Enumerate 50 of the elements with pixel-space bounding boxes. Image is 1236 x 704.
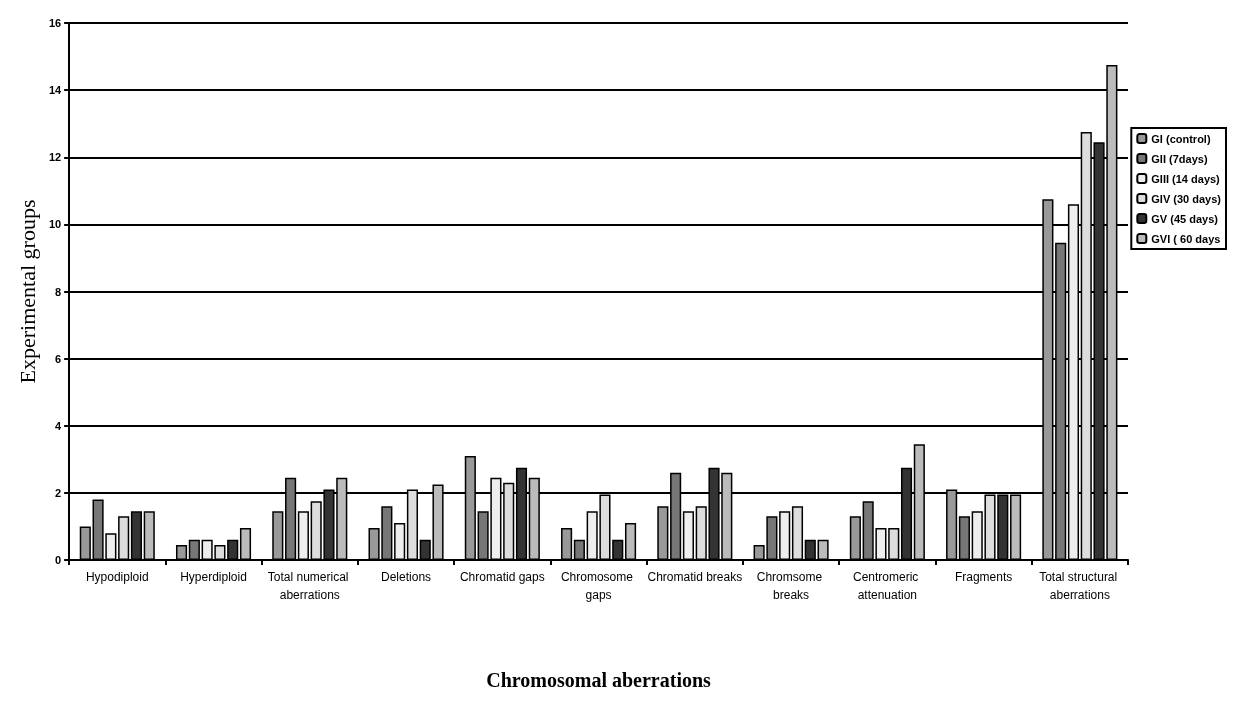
y-tick-label: 10 [48, 218, 62, 231]
bar [779, 511, 791, 560]
bar [561, 528, 573, 560]
bar [817, 539, 829, 560]
x-tick-label: Total structural aberrations [1039, 570, 1121, 602]
y-tick-label: 16 [48, 17, 62, 29]
x-axis-title: Chromosomal aberrations [486, 669, 712, 691]
x-tick-label: Chromatid gaps [459, 570, 545, 584]
legend-label: GI (control) [1151, 132, 1211, 145]
bar [573, 539, 585, 560]
y-tick-label: 4 [55, 419, 63, 432]
y-tick-label: 12 [48, 151, 62, 164]
bar [118, 516, 130, 560]
bar [130, 511, 143, 560]
bar [175, 544, 188, 560]
x-tick-label: Fragments [954, 570, 1013, 584]
bar [143, 511, 155, 560]
bar [79, 526, 91, 560]
bar [804, 539, 816, 560]
x-tick-label: Chromosome gaps [560, 570, 637, 602]
x-tick-label: Deletions [381, 570, 432, 584]
legend-label: GIII (14 days) [1151, 172, 1221, 185]
bar [239, 528, 252, 560]
legend-label: GII (7days) [1151, 152, 1208, 165]
y-tick-label: 2 [55, 486, 62, 499]
bar [849, 516, 861, 560]
legend-label: GVI ( 60 days [1151, 232, 1221, 245]
bar [791, 506, 804, 560]
bar [682, 511, 694, 560]
x-tick-label: Total numerical aberrations [267, 570, 352, 602]
bar [657, 506, 669, 560]
x-tick-label: Hyperdiploid [180, 570, 247, 584]
x-tick-label: Chromatid breaks [647, 570, 743, 584]
bar [188, 539, 200, 560]
bar [958, 516, 970, 560]
y-tick-label: 14 [48, 84, 62, 97]
x-tick-label: Hypodiploid [85, 570, 149, 584]
x-tick-label: Chromsome breaks [756, 570, 826, 602]
bar [297, 511, 309, 560]
bar [394, 523, 406, 560]
y-tick-label: 6 [55, 352, 62, 365]
legend-label: GV (45 days) [1151, 212, 1219, 225]
y-tick-label: 8 [55, 285, 62, 298]
bar [624, 523, 637, 560]
y-tick-label: 0 [55, 554, 62, 566]
x-tick-label: Centromeric attenuation [853, 570, 922, 602]
bar [272, 511, 284, 560]
y-axis-title: Experimental groups [14, 199, 40, 384]
legend-label: GIV (30 days) [1151, 192, 1222, 205]
bar [227, 539, 239, 560]
